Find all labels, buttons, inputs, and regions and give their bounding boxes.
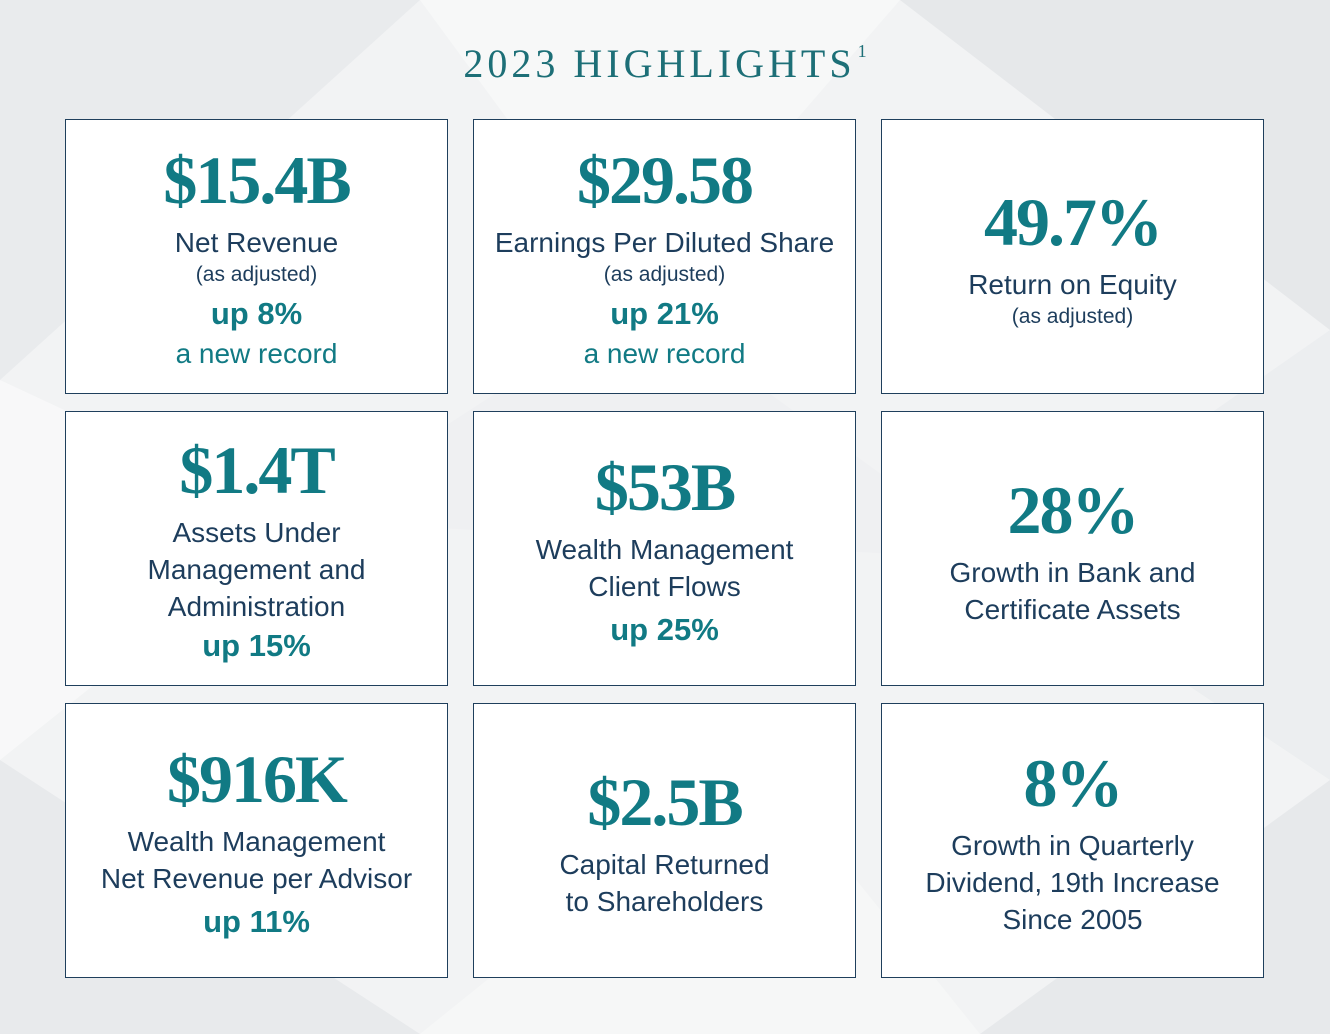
card-label-line: to Shareholders — [565, 885, 764, 917]
card-label: Return on Equity — [968, 269, 1177, 300]
card-sublabel: (as adjusted) — [603, 263, 726, 286]
card-note: a new record — [175, 338, 338, 369]
card-label-line: Wealth Management — [127, 825, 386, 857]
card-label-line: Growth in Quarterly — [951, 830, 1194, 861]
card-value: 28% — [1007, 471, 1140, 548]
card-dividend-growth: 8% Growth in Quarterly Dividend, 19th In… — [881, 703, 1264, 978]
card-label-line: Growth in Bank and — [949, 556, 1196, 588]
card-label-line: Client Flows — [588, 570, 741, 602]
card-label: Net Revenue — [174, 227, 339, 258]
card-label-line: Net Revenue per Advisor — [100, 862, 413, 894]
card-change: up 15% — [202, 628, 311, 663]
card-label-line: Certificate Assets — [964, 593, 1181, 625]
card-label-line: Capital Returned — [559, 848, 770, 880]
card-change: up 8% — [210, 296, 303, 331]
card-client-flows: $53B Wealth Management Client Flows up 2… — [473, 411, 856, 686]
card-label-line: Management and — [147, 554, 366, 585]
card-value: $29.58 — [577, 142, 754, 218]
card-return-on-equity: 49.7% Return on Equity (as adjusted) — [881, 119, 1264, 394]
card-earnings-per-share: $29.58 Earnings Per Diluted Share (as ad… — [473, 119, 856, 394]
card-label-line: Wealth Management — [535, 533, 794, 565]
page-title: 2023 HIGHLIGHTS 1 — [0, 40, 1330, 87]
card-change: up 11% — [203, 903, 310, 939]
card-label-line: Assets Under — [172, 517, 341, 548]
card-net-revenue: $15.4B Net Revenue (as adjusted) up 8% a… — [65, 119, 448, 394]
card-label-line: Administration — [167, 591, 346, 622]
card-value: 49.7% — [984, 184, 1163, 260]
card-assets-under-management: $1.4T Assets Under Management and Admini… — [65, 411, 448, 686]
card-label-line: Dividend, 19th Increase — [925, 867, 1220, 898]
card-value: $15.4B — [163, 142, 351, 218]
card-value: $53B — [594, 448, 736, 525]
highlights-grid: $15.4B Net Revenue (as adjusted) up 8% a… — [65, 119, 1264, 978]
card-sublabel: (as adjusted) — [195, 263, 318, 286]
card-label: Earnings Per Diluted Share — [494, 227, 835, 258]
card-note: a new record — [583, 338, 746, 369]
title-footnote-marker: 1 — [857, 40, 867, 61]
card-revenue-per-advisor: $916K Wealth Management Net Revenue per … — [65, 703, 448, 978]
card-value: $916K — [167, 740, 348, 817]
card-bank-certificate-growth: 28% Growth in Bank and Certificate Asset… — [881, 411, 1264, 686]
card-sublabel: (as adjusted) — [1011, 305, 1134, 328]
card-capital-returned: $2.5B Capital Returned to Shareholders — [473, 703, 856, 978]
card-value: $2.5B — [587, 763, 743, 840]
card-change: up 25% — [610, 611, 719, 647]
card-value: $1.4T — [179, 432, 335, 508]
card-value: 8% — [1023, 745, 1124, 821]
page-title-text: 2023 HIGHLIGHTS — [463, 41, 856, 86]
card-label-line: Since 2005 — [1002, 904, 1143, 935]
card-change: up 21% — [610, 296, 719, 331]
